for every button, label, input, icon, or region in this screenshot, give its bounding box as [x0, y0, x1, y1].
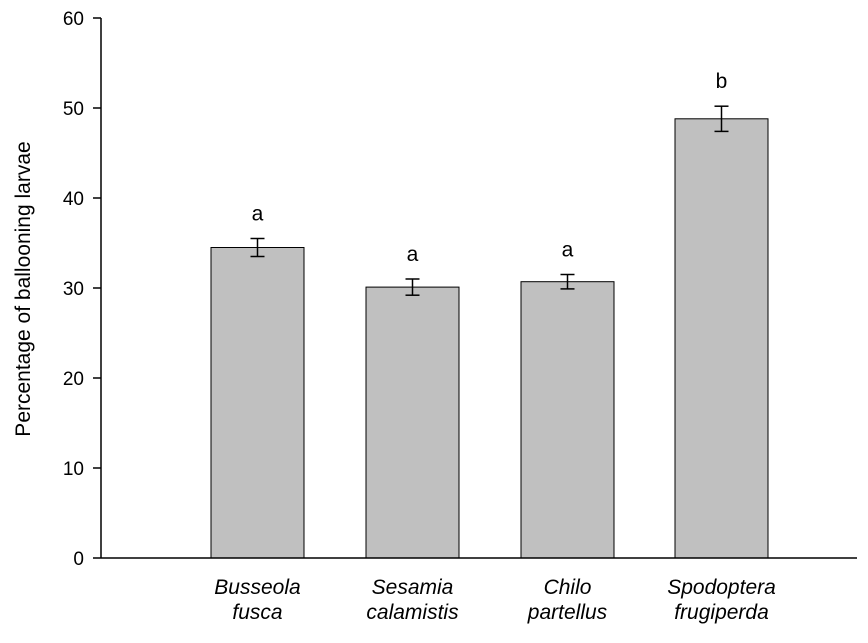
y-tick-label: 40 [63, 189, 84, 210]
y-axis-title: Percentage of ballooning larvae [12, 141, 35, 436]
y-tick-label: 60 [63, 9, 84, 30]
x-tick-label: Sesamia [372, 576, 454, 599]
bar [520, 281, 615, 559]
y-tick-label: 50 [63, 99, 84, 120]
bar [674, 118, 769, 559]
x-tick-label: Busseola [214, 576, 300, 599]
y-tick-label: 0 [73, 549, 84, 570]
x-tick-label: fusca [232, 601, 282, 624]
bar [365, 286, 460, 559]
significance-letter: b [716, 70, 728, 93]
y-tick-label: 10 [63, 459, 84, 480]
x-tick-label: frugiperda [674, 601, 769, 624]
bars-group: a a a b [210, 70, 769, 559]
significance-letter: a [252, 203, 264, 226]
x-tick-label: Spodoptera [667, 576, 776, 599]
x-tick-label: Chilo [544, 576, 592, 599]
bar [210, 247, 305, 559]
significance-letter: a [562, 239, 574, 262]
y-tick-label: 30 [63, 279, 84, 300]
significance-letter: a [407, 243, 419, 266]
x-tick-label: partellus [527, 601, 608, 624]
x-tick-label: calamistis [366, 601, 459, 624]
y-tick-label: 20 [63, 369, 84, 390]
